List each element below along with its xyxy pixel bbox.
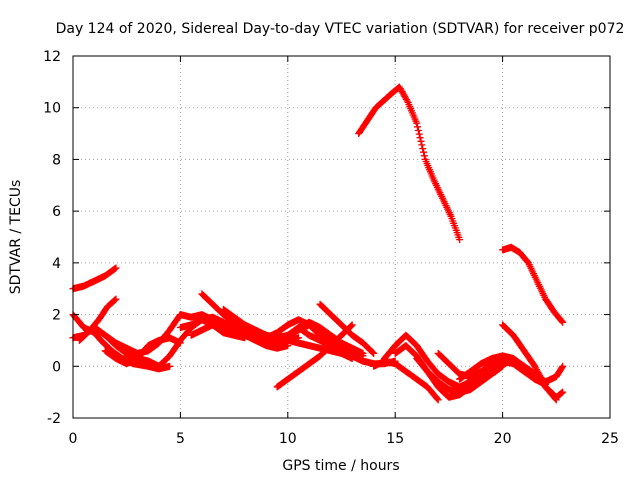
y-tick-label: 4 (52, 256, 61, 272)
y-tick-label: 6 (52, 204, 61, 220)
series-markers (355, 83, 464, 244)
x-tick-label: 15 (386, 431, 404, 447)
y-tick-label: 2 (52, 308, 61, 324)
data-points (69, 83, 567, 404)
x-tick-labels: 0 5 10 15 20 25 (69, 431, 619, 447)
series-pass-06 (91, 311, 184, 357)
x-tick-label: 5 (176, 431, 185, 447)
series-markers (262, 316, 367, 360)
axis-ticks (72, 55, 611, 419)
series-pass-23 (413, 355, 507, 396)
y-tick-labels: -2 0 2 4 6 8 10 12 (43, 49, 61, 427)
series-pass-19 (355, 83, 464, 244)
y-tick-label: 0 (52, 359, 61, 375)
series-pass-04 (75, 295, 120, 344)
series-markers (316, 300, 378, 357)
y-tick-label: 12 (43, 49, 61, 65)
series-pass-14 (262, 316, 367, 360)
series-markers (69, 264, 120, 293)
series-pass-01 (69, 264, 120, 293)
series-pass-27 (499, 321, 560, 404)
y-tick-label: 10 (43, 101, 61, 117)
series-pass-28 (499, 243, 567, 326)
series-pass-22 (370, 357, 442, 404)
series-markers (499, 243, 567, 326)
series-markers (273, 321, 356, 391)
series-markers (91, 311, 184, 357)
series-markers (370, 357, 442, 404)
x-axis-label: GPS time / hours (282, 458, 399, 474)
x-tick-label: 0 (69, 431, 78, 447)
series-markers (75, 295, 120, 344)
y-tick-label: 8 (52, 152, 61, 168)
y-axis-label: SDTVAR / TECUs (8, 180, 24, 295)
chart-title: Day 124 of 2020, Sidereal Day-to-day VTE… (56, 21, 625, 37)
series-pass-15 (273, 321, 356, 391)
series-pass-17 (316, 300, 378, 357)
series-markers (499, 321, 560, 404)
x-tick-label: 25 (601, 431, 619, 447)
x-tick-label: 20 (494, 431, 512, 447)
grid (73, 56, 610, 418)
series-markers (413, 355, 507, 396)
x-tick-label: 10 (279, 431, 297, 447)
plot-frame (72, 55, 611, 419)
y-tick-label: -2 (47, 411, 61, 427)
